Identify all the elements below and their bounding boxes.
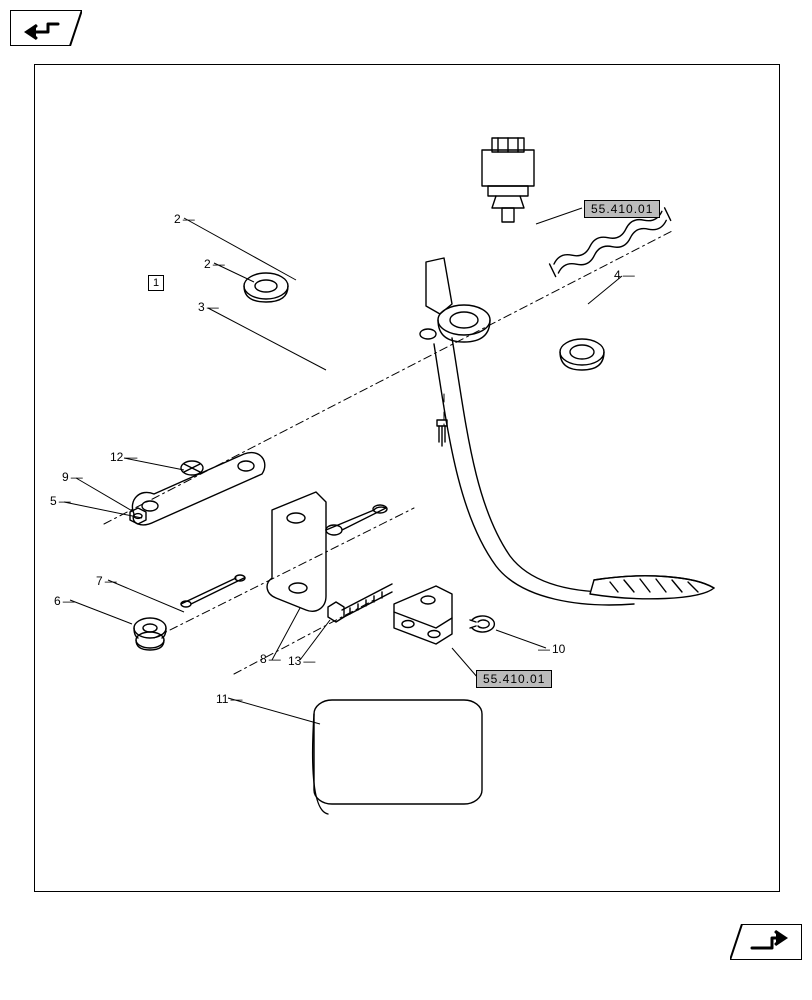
callout-3: 3— <box>198 300 221 314</box>
callout-10: —10 <box>536 642 565 656</box>
callout-2: 2— <box>174 212 197 226</box>
callout-2b: 2— <box>204 257 227 271</box>
next-page-badge[interactable] <box>730 924 802 960</box>
callout-4: 4— <box>614 268 637 282</box>
callout-12: 12— <box>110 450 139 464</box>
exploded-diagram <box>34 64 780 892</box>
callout-11: 11— <box>216 692 244 706</box>
ref-text: 55.410.01 <box>483 672 545 686</box>
callout-1: 1 <box>148 275 164 291</box>
callout-label: 1 <box>153 277 159 289</box>
callout-5: 5— <box>50 494 73 508</box>
ref-text: 55.410.01 <box>591 202 653 216</box>
ref-box-2: 55.410.01 <box>476 670 552 688</box>
ref-box-1: 55.410.01 <box>584 200 660 218</box>
prev-page-badge[interactable] <box>10 10 82 46</box>
callout-6: 6— <box>54 594 77 608</box>
callout-8: 8— <box>260 652 283 666</box>
page: 1 2— 2— 3— 4— 5— 6— 7— 8— 9— —10 11— 12—… <box>0 0 812 1000</box>
callout-9: 9— <box>62 470 85 484</box>
callout-13: 13— <box>288 654 317 668</box>
callout-7: 7— <box>96 574 119 588</box>
